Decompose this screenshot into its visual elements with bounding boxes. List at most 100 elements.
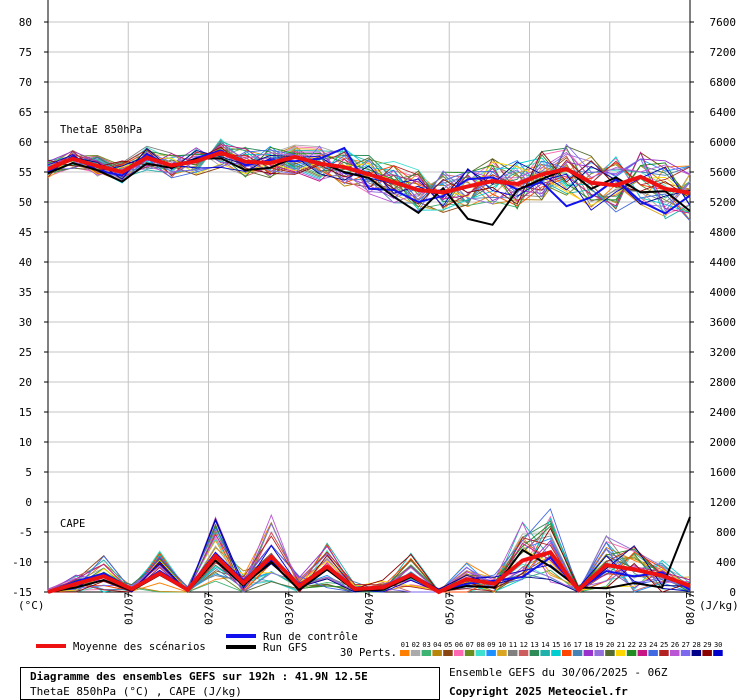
x-tick-label: 08/07	[684, 592, 697, 625]
left-tick-label: -5	[19, 526, 32, 539]
x-tick-label: 05/07	[443, 592, 456, 625]
pert-legend-number: 18	[584, 641, 592, 649]
pert-legend-number: 01	[401, 641, 409, 649]
pert-legend-number: 28	[692, 641, 700, 649]
pert-legend-number: 27	[682, 641, 690, 649]
pert-legend-swatch	[572, 650, 583, 656]
legend-control-label: Run de contrôle	[263, 631, 358, 643]
pert-theta-line	[47, 148, 691, 205]
x-tick-label: 07/07	[604, 592, 617, 625]
pert-legend-swatch	[400, 650, 410, 656]
left-tick-label: 45	[19, 226, 32, 239]
legend-mean-label: Moyenne des scénarios	[73, 641, 206, 653]
gfs-theta-line	[47, 155, 691, 226]
pert-legend-swatch	[702, 650, 712, 656]
pert-legend-number: 06	[455, 641, 463, 649]
copyright: Copyright 2025 Meteociel.fr	[449, 685, 628, 698]
pert-legend-swatch	[583, 650, 594, 656]
left-tick-label: 0	[25, 496, 32, 509]
pert-legend-number: 25	[660, 641, 668, 649]
right-tick-label: 7600	[710, 16, 737, 29]
ensemble-chart: -15-10-505101520253035404550556065707580…	[12, 0, 739, 659]
x-tick-label: 01/07	[122, 592, 135, 625]
left-axis-unit: (°C)	[18, 599, 45, 612]
pert-legend-swatch	[540, 650, 550, 656]
perturbation-legend: 01 02 03 04 05 06 07 08 09 10 11 12 13 14 15 16 17 18 19 20…	[400, 641, 723, 656]
right-tick-label: 6400	[710, 106, 737, 119]
right-tick-label: 400	[716, 556, 736, 569]
left-tick-label: 80	[19, 16, 32, 29]
pert-theta-line	[47, 139, 691, 207]
pert-legend-number: 12	[520, 641, 528, 649]
legend: Moyenne des scénarios Run de contrôle Ru…	[36, 631, 723, 659]
pert-legend-number: 15	[552, 641, 560, 649]
legend-perts-label: 30 Perts.	[340, 647, 397, 659]
mean-cape-line	[47, 549, 691, 595]
right-tick-label: 2800	[710, 376, 737, 389]
cape-panel-label: CAPE	[60, 518, 85, 530]
pert-legend-swatch	[713, 650, 723, 656]
left-tick-label: 15	[19, 406, 32, 419]
left-tick-label: 65	[19, 106, 32, 119]
left-tick-label: 55	[19, 166, 32, 179]
pert-legend-swatch	[551, 650, 561, 656]
main-lines	[47, 146, 691, 595]
right-tick-label: 800	[716, 526, 736, 539]
pert-legend-number: 24	[649, 641, 657, 649]
left-axis-ticks: -15 -10 -5 0 5 10 15 20 25 30 35 40 45 50 55 60 65 70 75 80	[12, 16, 48, 599]
right-tick-label: 2400	[710, 406, 737, 419]
right-tick-label: 5600	[710, 166, 737, 179]
pert-legend-swatch	[475, 650, 486, 656]
pert-legend-number: 08	[476, 641, 484, 649]
pert-legend-number: 21	[617, 641, 625, 649]
pert-legend-swatch	[637, 650, 648, 656]
right-tick-label: 1200	[710, 496, 737, 509]
right-tick-label: 4800	[710, 226, 737, 239]
x-tick-label: 06/07	[524, 592, 537, 625]
left-tick-label: 35	[19, 286, 32, 299]
x-axis-ticks: 01/07 02/07 03/07 04/07 05/07 06/07 07/07 08/07	[122, 592, 697, 625]
pert-theta-line	[47, 145, 691, 203]
pert-theta-line	[47, 140, 691, 220]
left-tick-label: -10	[12, 556, 32, 569]
x-tick-label: 02/07	[203, 592, 216, 625]
right-tick-label: 2000	[710, 436, 737, 449]
left-tick-label: -15	[12, 586, 32, 599]
pert-legend-number: 02	[412, 641, 420, 649]
theta-panel-label: ThetaE 850hPa	[60, 124, 142, 136]
pert-theta-line	[47, 146, 691, 210]
pert-legend-swatch	[670, 650, 680, 656]
left-tick-label: 5	[25, 466, 32, 479]
pert-legend-swatch	[518, 650, 529, 656]
legend-gfs-label: Run GFS	[263, 642, 307, 654]
pert-legend-swatch	[616, 650, 626, 656]
pert-legend-number: 23	[638, 641, 646, 649]
chart-subtitle: ThetaE 850hPa (°C) , CAPE (J/kg)	[30, 685, 242, 698]
pert-legend-swatch	[432, 650, 442, 656]
left-tick-label: 30	[19, 316, 32, 329]
pert-legend-number: 17	[574, 641, 582, 649]
right-axis-unit: (J/kg)	[699, 599, 739, 612]
pert-legend-swatch	[691, 650, 702, 656]
pert-legend-swatch	[508, 650, 518, 656]
pert-legend-swatch	[421, 650, 432, 656]
x-tick-label: 03/07	[283, 592, 296, 625]
right-tick-label: 6800	[710, 76, 737, 89]
grid	[47, 0, 691, 593]
right-axis-ticks: 0 400 800 1200 1600 2000 2400 2800 3200 3600 4000 4…	[690, 16, 736, 599]
pert-legend-number: 04	[433, 641, 441, 649]
right-tick-label: 6000	[710, 136, 737, 149]
right-tick-label: 3600	[710, 316, 737, 329]
pert-legend-number: 11	[509, 641, 517, 649]
left-tick-label: 75	[19, 46, 32, 59]
pert-legend-number: 05	[444, 641, 452, 649]
pert-legend-swatch	[454, 650, 464, 656]
pert-legend-number: 16	[563, 641, 571, 649]
right-tick-label: 5200	[710, 196, 737, 209]
pert-legend-number: 19	[595, 641, 603, 649]
pert-legend-swatch	[443, 650, 453, 656]
pert-legend-swatch	[594, 650, 604, 656]
mean-theta-line	[47, 150, 691, 195]
left-tick-label: 70	[19, 76, 32, 89]
pert-legend-number: 30	[714, 641, 722, 649]
